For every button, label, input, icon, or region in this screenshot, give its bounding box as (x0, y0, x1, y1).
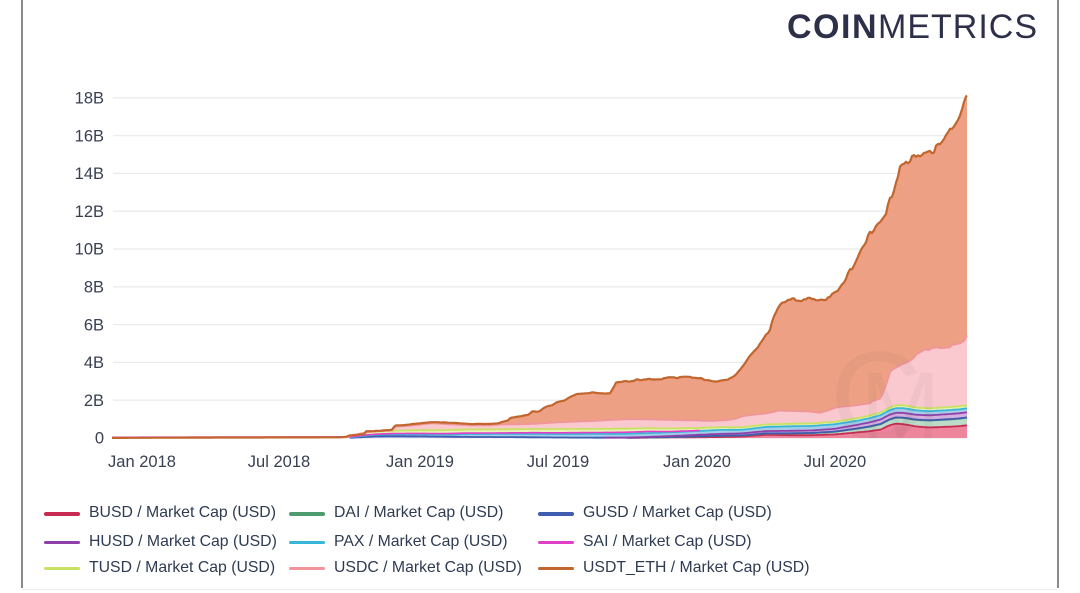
svg-text:Jul 2018: Jul 2018 (248, 453, 310, 471)
svg-text:2B: 2B (84, 392, 104, 410)
svg-text:C: C (830, 326, 922, 469)
svg-text:6B: 6B (84, 316, 104, 334)
svg-text:Jan 2020: Jan 2020 (663, 453, 731, 471)
svg-text:Jan 2019: Jan 2019 (386, 453, 454, 471)
svg-text:4B: 4B (84, 354, 104, 372)
svg-text:Jul 2019: Jul 2019 (527, 453, 589, 471)
svg-text:M: M (861, 353, 940, 459)
svg-text:16B: 16B (75, 127, 104, 145)
svg-text:0: 0 (95, 430, 104, 448)
svg-text:14B: 14B (75, 165, 104, 183)
svg-text:Jul 2020: Jul 2020 (804, 453, 866, 471)
svg-text:Jan 2018: Jan 2018 (108, 453, 176, 471)
svg-text:18B: 18B (75, 90, 104, 108)
svg-text:8B: 8B (84, 279, 104, 297)
svg-text:12B: 12B (75, 203, 104, 221)
svg-text:10B: 10B (75, 241, 104, 259)
